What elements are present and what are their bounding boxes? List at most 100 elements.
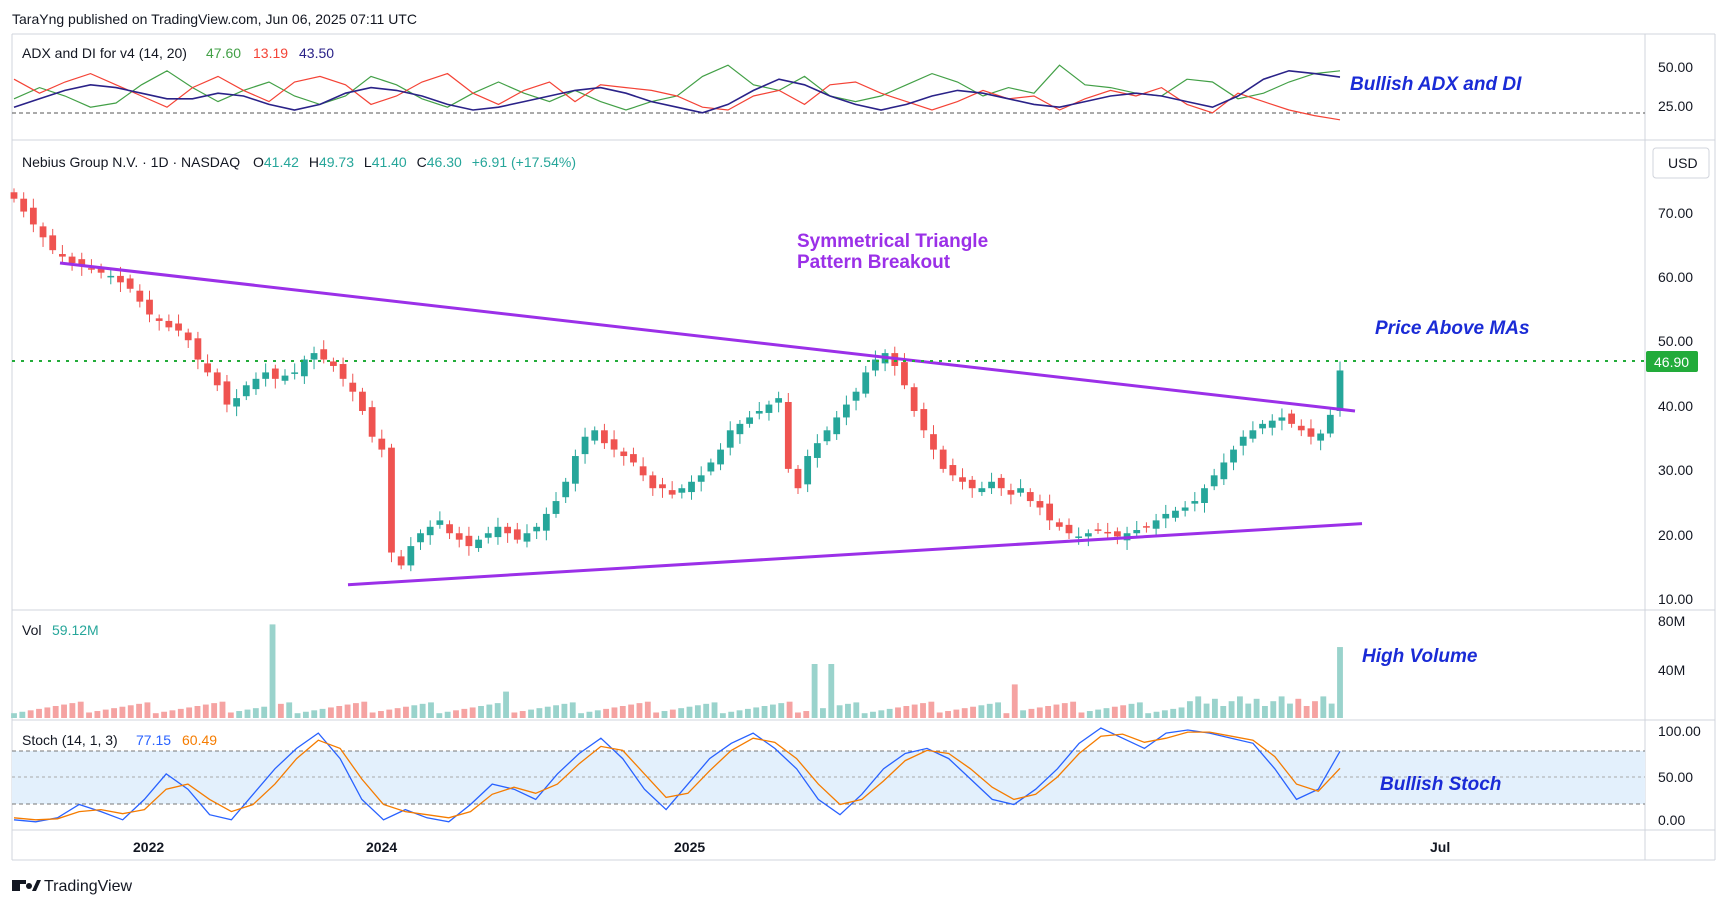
candle-body <box>1201 488 1208 503</box>
tradingview-logo[interactable]: TradingView <box>12 878 132 895</box>
volume-bar <box>845 703 851 718</box>
price-tick-30: 30.00 <box>1658 462 1693 478</box>
volume-bar <box>711 702 718 718</box>
candle-body <box>804 456 812 485</box>
stoch-lines <box>13 727 1341 823</box>
annotation-bullish-adx: Bullish ADX and DI <box>1350 74 1522 95</box>
candle-body <box>939 449 947 469</box>
volume-bar <box>69 703 76 718</box>
candle-body <box>746 417 753 424</box>
candle-body <box>397 556 405 566</box>
candle-body <box>1307 428 1315 437</box>
candle-body <box>872 359 879 371</box>
candle-body <box>1317 433 1325 441</box>
volume-bar <box>1237 696 1243 718</box>
candle-body <box>591 430 599 441</box>
candle-body <box>1113 531 1121 537</box>
volume-bar <box>244 709 251 718</box>
candle-body <box>78 259 86 267</box>
volume-bar <box>186 707 193 718</box>
volume-bar <box>86 712 92 718</box>
candle-body <box>571 456 579 484</box>
candle-body <box>349 382 357 392</box>
candle-body <box>59 254 66 257</box>
candle-body <box>707 462 715 472</box>
candle-body <box>813 443 821 458</box>
volume-bar <box>786 701 793 718</box>
price-candles <box>10 188 1344 572</box>
volume-bar <box>1020 710 1027 718</box>
volume-bar <box>561 703 568 718</box>
candle-body <box>1065 524 1073 534</box>
candle-body <box>262 372 270 379</box>
volume-bar <box>719 713 726 718</box>
volume-bar <box>1136 702 1143 718</box>
volume-bar <box>853 702 860 718</box>
adx-title: ADX and DI for v4 (14, 20) <box>22 45 187 61</box>
volume-bar <box>628 704 635 718</box>
adx-lines <box>13 64 1341 121</box>
candle-body <box>968 479 976 489</box>
volume-bar <box>111 708 117 718</box>
volume-bar <box>277 703 284 718</box>
candle-body <box>1104 531 1112 534</box>
candle-body <box>620 451 628 457</box>
volume-bar <box>1211 698 1218 718</box>
volume-bar <box>569 702 576 718</box>
time-tick-2022: 2022 <box>133 839 164 855</box>
currency-button[interactable] <box>1652 147 1710 179</box>
candle-body <box>1026 492 1034 502</box>
volume-bar <box>1095 709 1102 718</box>
volume-bar <box>803 711 810 718</box>
candle-body <box>542 513 550 531</box>
candle-body <box>1094 529 1102 531</box>
volume-bar <box>136 703 143 718</box>
candle-body <box>117 275 124 283</box>
volume-bar <box>94 711 101 718</box>
candle-body <box>484 533 492 538</box>
stoch-title: Stoch (14, 1, 3) <box>22 732 118 748</box>
candle-body <box>1297 425 1305 431</box>
candle-body <box>959 477 966 482</box>
volume-bar <box>486 704 493 718</box>
ohlc-high: 49.73 <box>319 154 354 170</box>
volume-bar <box>1061 703 1068 718</box>
candle-body <box>29 207 37 225</box>
candle-body <box>194 338 202 360</box>
candle-body <box>252 378 260 390</box>
candle-body <box>910 387 918 411</box>
volume-bar <box>920 703 926 718</box>
ohlc-line: O41.42 H49.73 L41.40 C46.30 +6.91 (+17.5… <box>253 154 576 170</box>
last-price-badge <box>1646 351 1698 372</box>
volume-bar <box>594 710 601 718</box>
candle-body <box>1210 475 1218 487</box>
adx-pane: ADX and DI for v4 (14, 20) 47.60 13.19 4… <box>12 45 1693 121</box>
candle-body <box>175 323 182 331</box>
volume-bar <box>669 709 676 718</box>
candle-body <box>1007 490 1015 495</box>
volume-bar <box>236 711 243 718</box>
volume-bar <box>1253 698 1260 718</box>
volume-bar <box>369 712 376 718</box>
volume-bar <box>903 706 910 718</box>
volume-bar <box>327 707 334 718</box>
candle-body <box>1017 488 1024 493</box>
volume-bar <box>119 706 126 718</box>
candle-body <box>88 268 95 270</box>
volume-bar <box>828 664 835 718</box>
volume-bar <box>378 711 384 718</box>
stoch-tick-50: 50.00 <box>1658 769 1693 785</box>
trendlines <box>59 261 1363 587</box>
candle-body <box>494 526 502 538</box>
volume-bar <box>519 711 526 718</box>
candle-body <box>223 381 231 405</box>
candle-body <box>755 411 763 414</box>
candle-body <box>601 430 608 444</box>
ohlc-low: 41.40 <box>372 154 407 170</box>
volume-bar <box>1278 696 1285 718</box>
candle-body <box>1220 462 1228 480</box>
candle-body <box>833 417 841 435</box>
candle-body <box>39 226 47 238</box>
volume-bar <box>578 713 585 718</box>
candle-body <box>378 438 386 450</box>
